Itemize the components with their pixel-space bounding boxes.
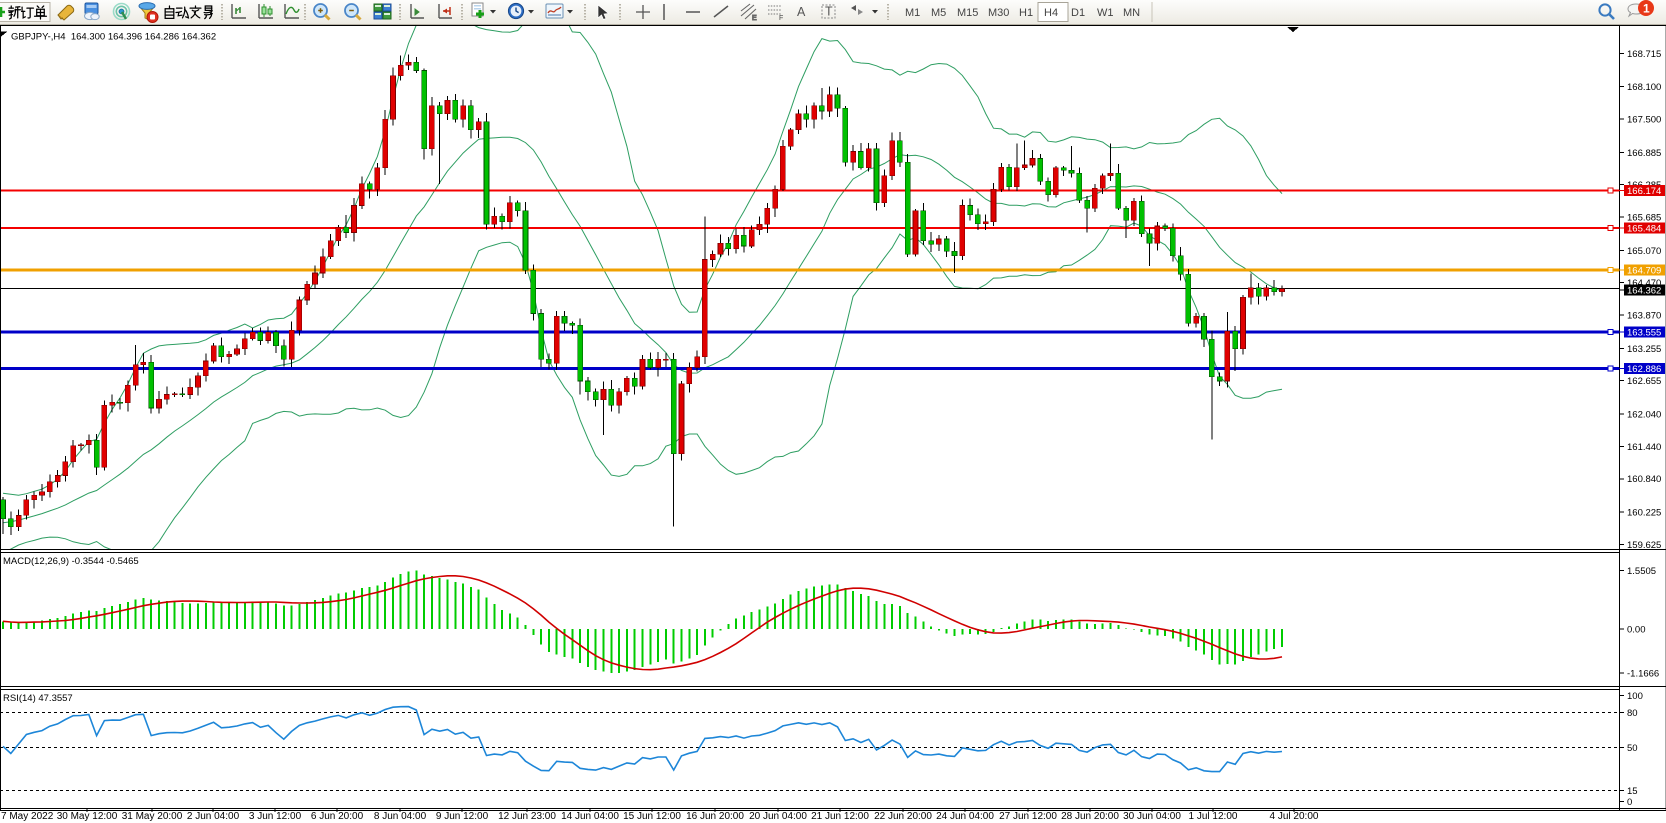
svg-text:8 Jun 04:00: 8 Jun 04:00 <box>374 811 427 822</box>
svg-text:7 May 2022: 7 May 2022 <box>1 811 54 822</box>
svg-text:M5: M5 <box>931 7 946 19</box>
svg-text:4 Jul 20:00: 4 Jul 20:00 <box>1270 811 1319 822</box>
svg-text:167.500: 167.500 <box>1627 115 1661 126</box>
svg-text:163.555: 163.555 <box>1627 328 1661 339</box>
svg-text:163.870: 163.870 <box>1627 311 1661 322</box>
svg-text:RSI(14) 47.3557: RSI(14) 47.3557 <box>3 693 73 704</box>
svg-text:168.715: 168.715 <box>1627 49 1661 60</box>
svg-text:M15: M15 <box>957 7 978 19</box>
svg-text:3 Jun 12:00: 3 Jun 12:00 <box>249 811 302 822</box>
svg-text:30 Jun 04:00: 30 Jun 04:00 <box>1123 811 1181 822</box>
svg-text:MACD(12,26,9) -0.3544 -0.5465: MACD(12,26,9) -0.3544 -0.5465 <box>3 556 139 567</box>
svg-text:165.685: 165.685 <box>1627 213 1661 224</box>
svg-text:80: 80 <box>1627 708 1638 719</box>
svg-text:28 Jun 20:00: 28 Jun 20:00 <box>1061 811 1119 822</box>
svg-text:14 Jun 04:00: 14 Jun 04:00 <box>561 811 619 822</box>
svg-text:21 Jun 12:00: 21 Jun 12:00 <box>811 811 869 822</box>
svg-text:F: F <box>779 15 783 22</box>
svg-text:160.840: 160.840 <box>1627 474 1661 485</box>
svg-text:6 Jun 20:00: 6 Jun 20:00 <box>311 811 364 822</box>
svg-text:100: 100 <box>1627 691 1643 702</box>
svg-text:1.5505: 1.5505 <box>1627 566 1656 577</box>
svg-text:0: 0 <box>1627 797 1632 808</box>
svg-text:27 Jun 12:00: 27 Jun 12:00 <box>999 811 1057 822</box>
svg-text:H1: H1 <box>1019 7 1033 19</box>
svg-text:160.225: 160.225 <box>1627 508 1661 519</box>
svg-text:-1.1666: -1.1666 <box>1627 669 1659 680</box>
svg-text:M30: M30 <box>988 7 1009 19</box>
svg-text:162.886: 162.886 <box>1627 364 1661 375</box>
svg-text:15 Jun 12:00: 15 Jun 12:00 <box>623 811 681 822</box>
svg-text:1: 1 <box>1643 2 1650 16</box>
svg-text:22 Jun 20:00: 22 Jun 20:00 <box>874 811 932 822</box>
svg-text:20 Jun 04:00: 20 Jun 04:00 <box>749 811 807 822</box>
svg-text:162.655: 162.655 <box>1627 376 1661 387</box>
svg-text:E: E <box>752 15 757 22</box>
svg-text:161.440: 161.440 <box>1627 442 1661 453</box>
svg-text:162.040: 162.040 <box>1627 410 1661 421</box>
svg-text:163.255: 163.255 <box>1627 344 1661 355</box>
svg-text:166.174: 166.174 <box>1627 186 1661 197</box>
svg-text:12 Jun 23:00: 12 Jun 23:00 <box>498 811 556 822</box>
svg-text:M1: M1 <box>905 7 920 19</box>
svg-text:168.100: 168.100 <box>1627 82 1661 93</box>
svg-text:T: T <box>825 5 833 19</box>
svg-text:165.070: 165.070 <box>1627 246 1661 257</box>
svg-text:15: 15 <box>1627 786 1638 797</box>
svg-text:31 May 20:00: 31 May 20:00 <box>122 811 183 822</box>
svg-text:D1: D1 <box>1071 7 1085 19</box>
svg-text:159.625: 159.625 <box>1627 540 1661 551</box>
svg-text:9 Jun 12:00: 9 Jun 12:00 <box>436 811 489 822</box>
svg-text:MN: MN <box>1123 7 1140 19</box>
svg-text:50: 50 <box>1627 743 1638 754</box>
svg-text:164.709: 164.709 <box>1627 265 1661 276</box>
svg-text:164.470: 164.470 <box>1627 278 1661 289</box>
svg-text:1 Jul 12:00: 1 Jul 12:00 <box>1189 811 1238 822</box>
svg-text:166.885: 166.885 <box>1627 148 1661 159</box>
svg-text:H4: H4 <box>1044 7 1058 19</box>
svg-text:30 May 12:00: 30 May 12:00 <box>57 811 118 822</box>
svg-text:24 Jun 04:00: 24 Jun 04:00 <box>936 811 994 822</box>
svg-text:165.484: 165.484 <box>1627 224 1661 235</box>
svg-text:16 Jun 20:00: 16 Jun 20:00 <box>686 811 744 822</box>
svg-text:W1: W1 <box>1097 7 1114 19</box>
svg-text:164.362: 164.362 <box>1627 286 1661 297</box>
svg-text:2 Jun 04:00: 2 Jun 04:00 <box>187 811 240 822</box>
svg-text:GBPJPY-,H4 164.300 164.396 16: GBPJPY-,H4 164.300 164.396 164.286 164.3… <box>11 32 216 43</box>
svg-text:0.00: 0.00 <box>1627 625 1646 636</box>
svg-text:A: A <box>797 5 806 19</box>
